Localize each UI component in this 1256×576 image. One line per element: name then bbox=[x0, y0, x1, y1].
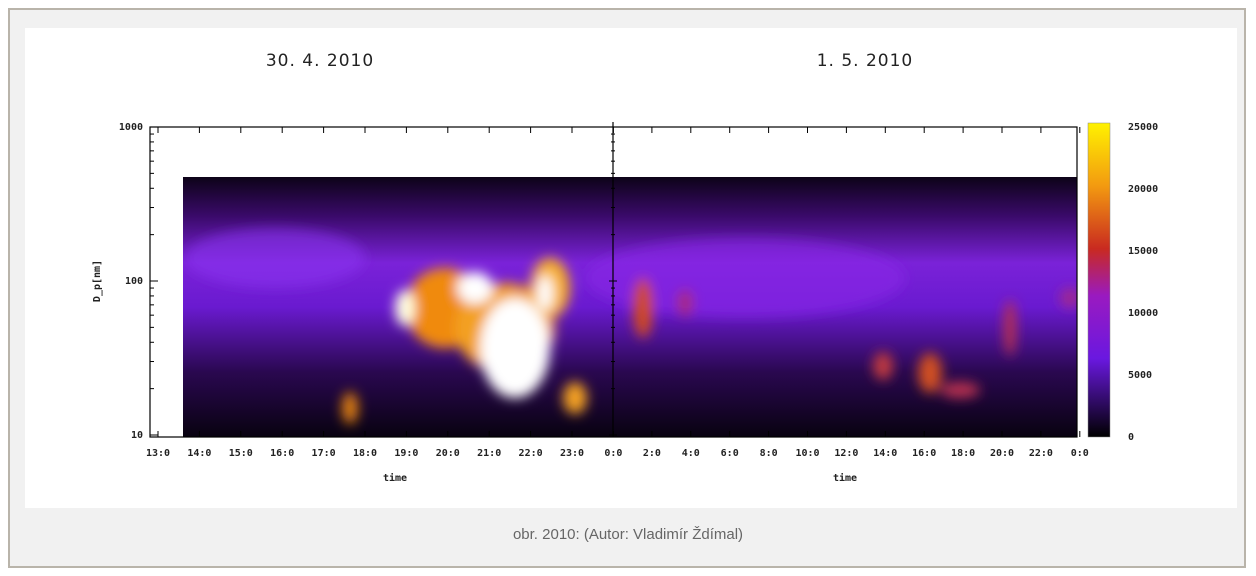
y-tick-label: 1000 bbox=[119, 122, 143, 133]
x-tick-label: 8:0 bbox=[760, 448, 778, 459]
y-axis-label: D_p[nm] bbox=[92, 260, 103, 302]
x-tick-label: 23:0 bbox=[560, 448, 584, 459]
heatmap bbox=[183, 177, 1080, 437]
x-tick-label: 6:0 bbox=[721, 448, 739, 459]
x-tick-label: 16:0 bbox=[270, 448, 294, 459]
x-tick-label: 16:0 bbox=[912, 448, 936, 459]
x-tick-label: 17:0 bbox=[312, 448, 336, 459]
x-tick-label: 14:0 bbox=[873, 448, 897, 459]
colorbar-tick-label: 25000 bbox=[1128, 122, 1158, 133]
colorbar-tick-label: 5000 bbox=[1128, 370, 1152, 381]
x-tick-label: 12:0 bbox=[834, 448, 858, 459]
x-tick-label: 21:0 bbox=[477, 448, 501, 459]
x-tick-label: 2:0 bbox=[643, 448, 661, 459]
panel-title: 1. 5. 2010 bbox=[817, 51, 914, 71]
figure: 30. 4. 2010 1. 5. 2010 D_p[nm] time time… bbox=[25, 28, 1237, 508]
colorbar-tick-label: 10000 bbox=[1128, 308, 1158, 319]
x-tick-label: 20:0 bbox=[436, 448, 460, 459]
x-tick-label: 0:0 bbox=[1071, 448, 1089, 459]
page: {"figure": { "titles": ["30. 4. 2010", "… bbox=[0, 0, 1256, 576]
x-tick-label: 14:0 bbox=[187, 448, 211, 459]
x-tick-label: 22:0 bbox=[519, 448, 543, 459]
colorbar-tick-label: 0 bbox=[1128, 432, 1134, 443]
x-tick-label: 10:0 bbox=[795, 448, 819, 459]
x-axis-label: time bbox=[383, 472, 407, 484]
y-tick-label: 10 bbox=[131, 430, 143, 441]
x-tick-label: 19:0 bbox=[394, 448, 418, 459]
x-tick-label: 15:0 bbox=[229, 448, 253, 459]
colorbar-tick-label: 15000 bbox=[1128, 246, 1158, 257]
x-axis-label: time bbox=[833, 472, 857, 484]
panel-title: 30. 4. 2010 bbox=[266, 51, 374, 71]
x-tick-label: 4:0 bbox=[682, 448, 700, 459]
x-tick-label: 0:0 bbox=[604, 448, 622, 459]
y-tick-label: 100 bbox=[125, 276, 143, 287]
x-tick-label: 20:0 bbox=[990, 448, 1014, 459]
x-tick-label: 18:0 bbox=[353, 448, 377, 459]
colorbar bbox=[1088, 123, 1110, 437]
x-tick-label: 22:0 bbox=[1029, 448, 1053, 459]
colorbar-tick-label: 20000 bbox=[1128, 184, 1158, 195]
x-tick-label: 13:0 bbox=[146, 448, 170, 459]
x-tick-label: 18:0 bbox=[951, 448, 975, 459]
caption: obr. 2010: (Autor: Vladimír Ždímal) bbox=[0, 526, 1256, 543]
